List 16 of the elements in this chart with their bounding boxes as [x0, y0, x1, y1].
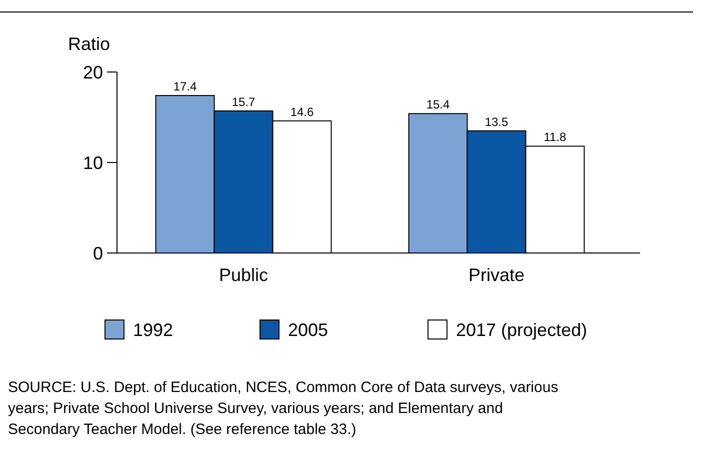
legend-label: 2017 (projected) [456, 320, 588, 340]
data-label: 13.5 [484, 114, 508, 129]
y-tick-label: 10 [82, 152, 103, 173]
legend-label: 2005 [288, 320, 328, 340]
data-label: 15.7 [232, 94, 256, 109]
y-tick-label: 0 [92, 243, 103, 264]
data-label: 15.4 [426, 98, 450, 112]
y-tick-label: 20 [82, 62, 103, 82]
data-label: 14.6 [290, 104, 314, 119]
y-axis-title: Ratio [68, 34, 110, 54]
x-tick-label: Private [468, 265, 525, 285]
legend-label: 1992 [133, 320, 174, 340]
source-note: SOURCE: U.S. Dept. of Education, NCES, Common Core of Data surveys, various years; Private School Universe Survey, various years; and Elementary and Secondary Teacher Model. (See reference table 33.) [8, 379, 558, 438]
x-tick-label: Public [218, 265, 268, 285]
data-label: 11.8 [544, 130, 567, 144]
data-label: 17.4 [173, 80, 197, 94]
